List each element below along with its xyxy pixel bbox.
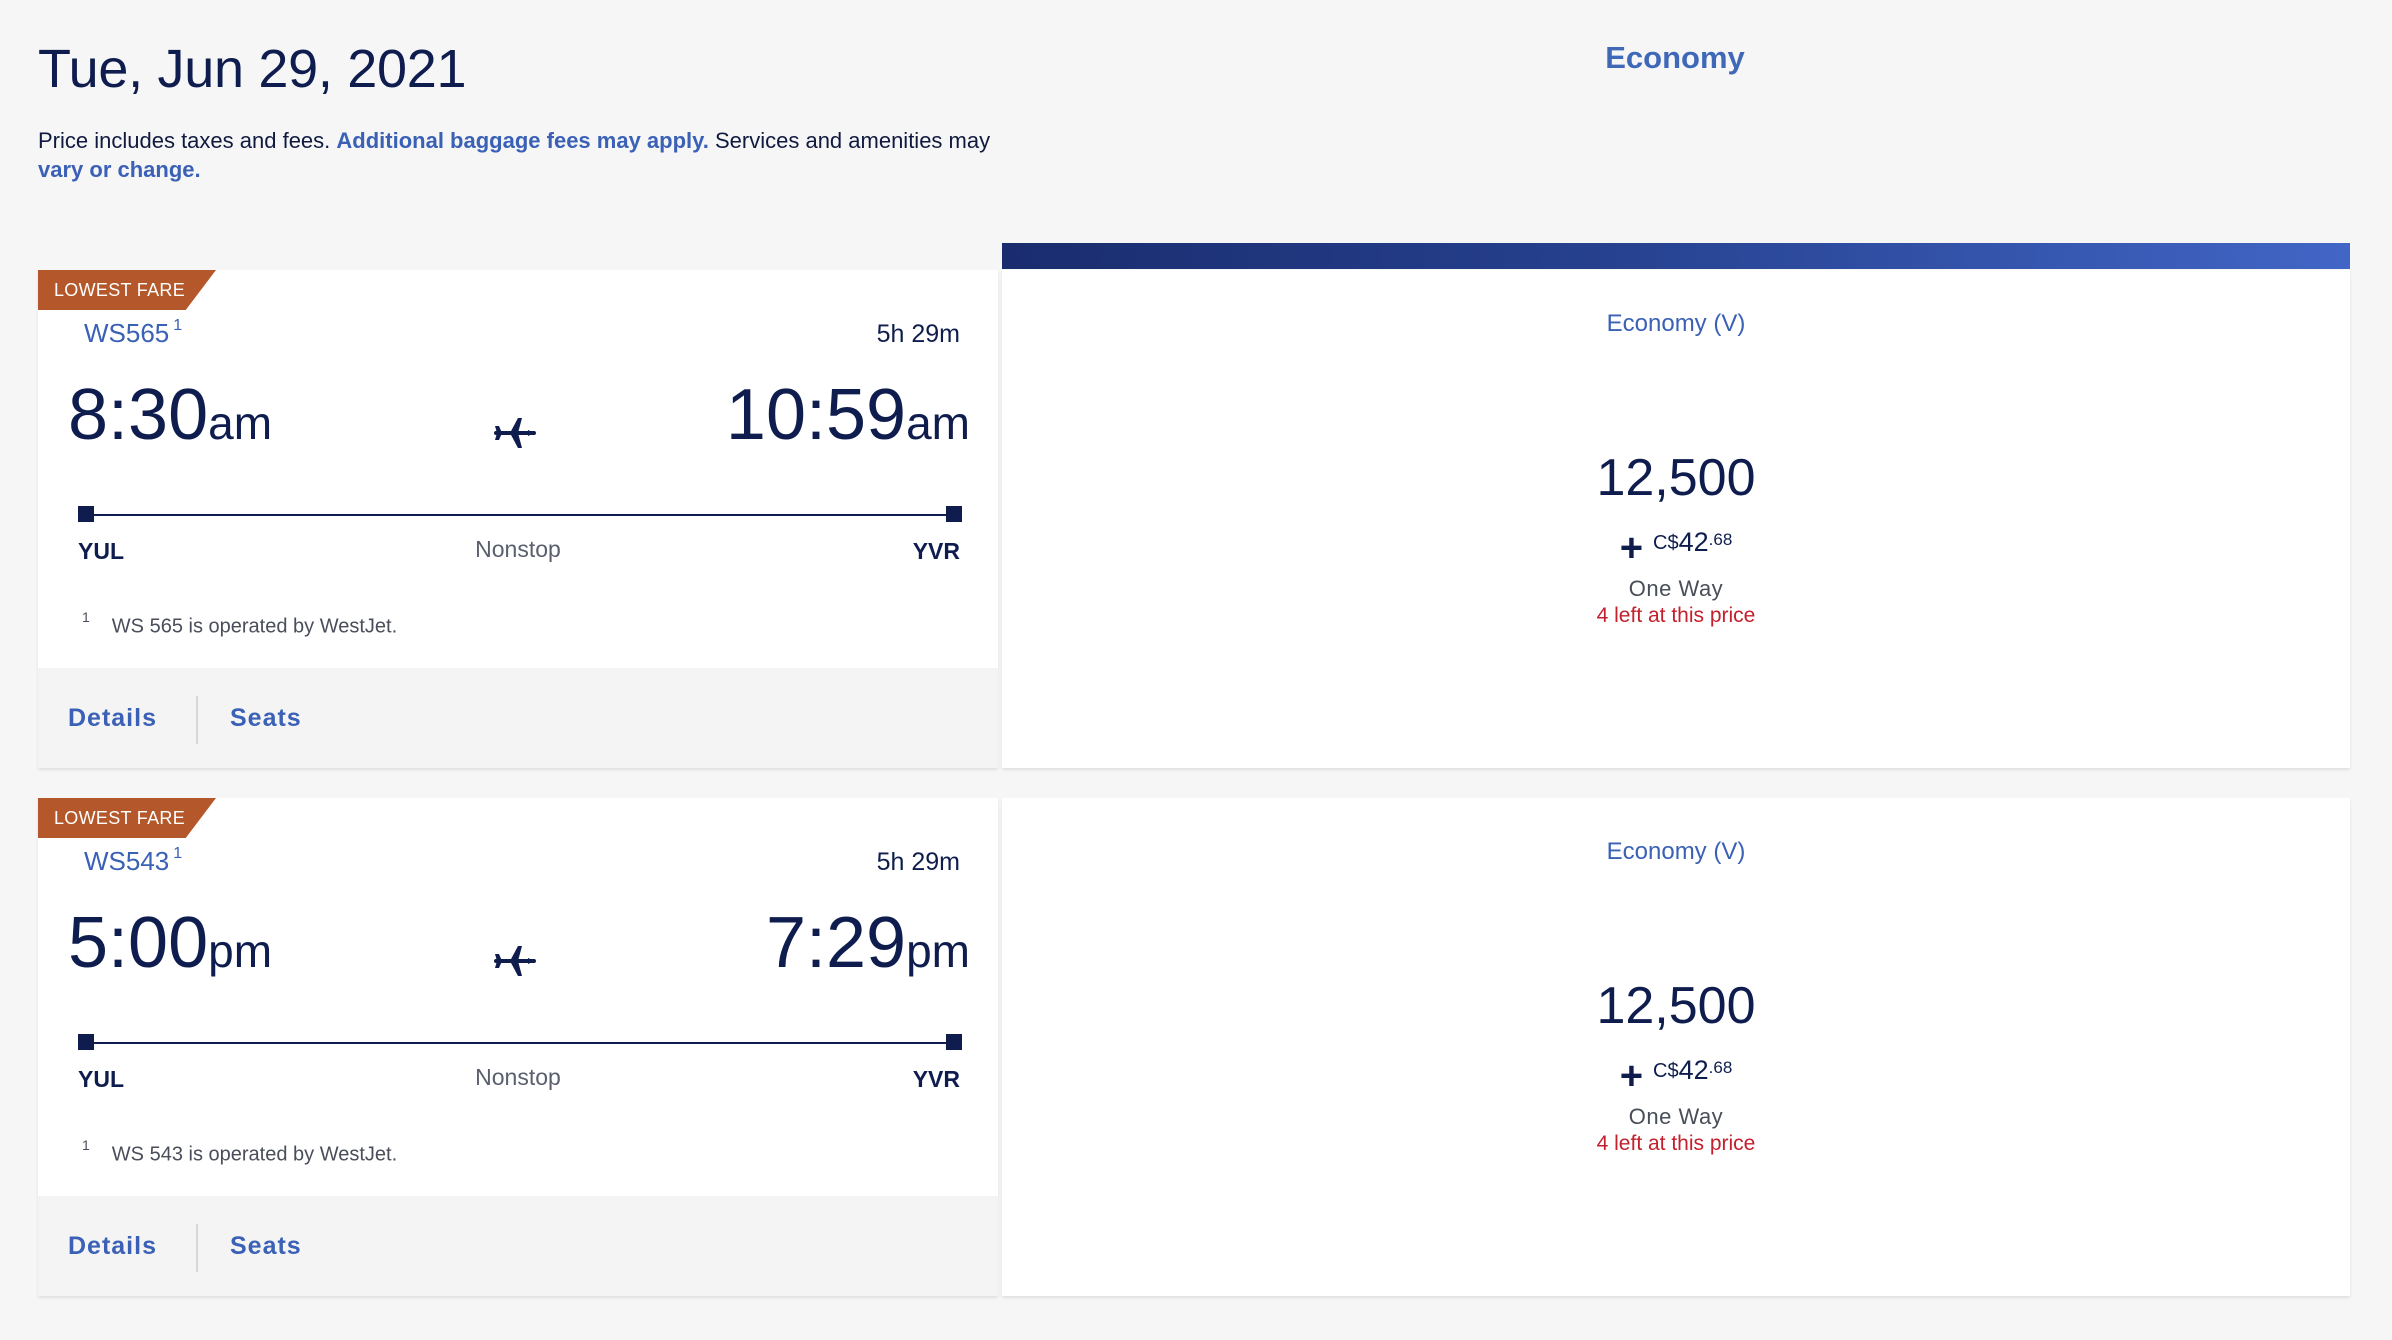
tax-cents: .68 bbox=[1708, 530, 1733, 549]
departure-time: 5:00pm bbox=[68, 898, 272, 996]
arrival-time-value: 7:29 bbox=[765, 903, 907, 983]
currency-code: C$ bbox=[1653, 532, 1679, 554]
footnote-number: 1 bbox=[82, 1137, 90, 1153]
flight-number-link[interactable]: WS565 1 bbox=[84, 317, 183, 349]
departure-time: 8:30am bbox=[68, 370, 272, 468]
seats-left-alert: 4 left at this price bbox=[1596, 1132, 1756, 1155]
arrival-time: 7:29pm bbox=[766, 898, 970, 996]
fare-disclaimer: Price includes taxes and fees. Additiona… bbox=[38, 126, 998, 184]
destination-marker bbox=[946, 506, 962, 522]
airplane-icon bbox=[494, 946, 536, 976]
trip-type: One Way bbox=[1628, 576, 1724, 601]
arrival-time-value: 10:59 bbox=[725, 375, 907, 455]
origin-marker bbox=[78, 1034, 94, 1050]
miles-price: 12,500 bbox=[1596, 977, 1756, 1035]
seats-left-alert: 4 left at this price bbox=[1596, 604, 1756, 627]
destination-marker bbox=[946, 1034, 962, 1050]
destination-airport: YVR bbox=[912, 1066, 960, 1092]
arrival-ampm: am bbox=[906, 397, 970, 449]
taxes-price: + C$42.68 bbox=[1002, 520, 2350, 570]
flight-card: LOWEST FARE WS565 1 5h 29m 8:30am 10:59am… bbox=[38, 270, 998, 768]
route-line bbox=[80, 1042, 960, 1044]
footnote-ref: 1 bbox=[173, 317, 183, 335]
page-title: Tue, Jun 29, 2021 bbox=[38, 39, 467, 99]
fare-class: Economy (V) bbox=[1606, 310, 1746, 337]
plus-icon: + bbox=[1619, 1054, 1644, 1098]
flight-number-link[interactable]: WS543 1 bbox=[84, 845, 183, 877]
details-button[interactable]: Details bbox=[68, 704, 157, 732]
flight-card-footer: Details Seats bbox=[38, 1196, 998, 1296]
origin-marker bbox=[78, 506, 94, 522]
flight-card-footer: Details Seats bbox=[38, 668, 998, 768]
destination-airport: YVR bbox=[912, 538, 960, 564]
lowest-fare-badge: LOWEST FARE bbox=[38, 798, 216, 838]
origin-airport: YUL bbox=[78, 538, 124, 564]
fare-class: Economy (V) bbox=[1606, 838, 1746, 865]
fare-cell[interactable]: Economy (V) 12,500 + C$42.68 One Way 4 le… bbox=[1002, 270, 2350, 768]
cabin-column-bar bbox=[1002, 243, 2350, 269]
operator-footnote: 1 WS 565 is operated by WestJet. bbox=[82, 609, 398, 639]
footnote-ref: 1 bbox=[173, 845, 183, 863]
cabin-column-header[interactable]: Economy bbox=[1605, 40, 1745, 75]
route-line bbox=[80, 514, 960, 516]
arrival-ampm: pm bbox=[906, 925, 970, 977]
flight-number[interactable]: WS565 bbox=[84, 318, 170, 348]
miles-price: 12,500 bbox=[1596, 449, 1756, 507]
operator-footnote: 1 WS 543 is operated by WestJet. bbox=[82, 1137, 398, 1167]
departure-time-value: 5:00 bbox=[68, 903, 209, 983]
tax-amount: 42 bbox=[1678, 527, 1709, 557]
stops-label: Nonstop bbox=[475, 536, 561, 562]
details-button[interactable]: Details bbox=[68, 1232, 157, 1260]
footnote-text: WS 543 is operated by WestJet. bbox=[111, 1143, 398, 1166]
departure-time-value: 8:30 bbox=[68, 375, 209, 455]
footer-divider bbox=[196, 1224, 198, 1272]
footnote-number: 1 bbox=[82, 609, 90, 625]
lowest-fare-badge: LOWEST FARE bbox=[38, 270, 216, 310]
footer-divider bbox=[196, 696, 198, 744]
arrival-time: 10:59am bbox=[726, 370, 970, 468]
plus-icon: + bbox=[1619, 526, 1644, 570]
baggage-fees-link[interactable]: Additional baggage fees may apply. bbox=[336, 128, 709, 153]
disclaimer-text: Price includes taxes and fees. bbox=[38, 128, 331, 153]
flight-number[interactable]: WS543 bbox=[84, 846, 170, 876]
departure-ampm: am bbox=[208, 397, 273, 449]
flight-card: LOWEST FARE WS543 1 5h 29m 5:00pm 7:29pm … bbox=[38, 798, 998, 1296]
disclaimer-text-2: Services and amenities may bbox=[714, 128, 991, 153]
flight-duration: 5h 29m bbox=[876, 848, 960, 876]
seats-button[interactable]: Seats bbox=[230, 1232, 302, 1260]
vary-or-change-link[interactable]: vary or change. bbox=[38, 157, 201, 182]
origin-airport: YUL bbox=[78, 1066, 124, 1092]
fare-cell[interactable]: Economy (V) 12,500 + C$42.68 One Way 4 le… bbox=[1002, 798, 2350, 1296]
footnote-text: WS 565 is operated by WestJet. bbox=[111, 615, 398, 638]
airplane-icon bbox=[494, 418, 536, 448]
stops-label: Nonstop bbox=[475, 1064, 561, 1090]
departure-ampm: pm bbox=[208, 925, 273, 977]
tax-cents: .68 bbox=[1708, 1058, 1733, 1077]
tax-amount: 42 bbox=[1678, 1055, 1709, 1085]
flight-duration: 5h 29m bbox=[876, 320, 960, 348]
trip-type: One Way bbox=[1628, 1104, 1724, 1129]
currency-code: C$ bbox=[1653, 1060, 1679, 1082]
seats-button[interactable]: Seats bbox=[230, 704, 302, 732]
taxes-price: + C$42.68 bbox=[1002, 1048, 2350, 1098]
